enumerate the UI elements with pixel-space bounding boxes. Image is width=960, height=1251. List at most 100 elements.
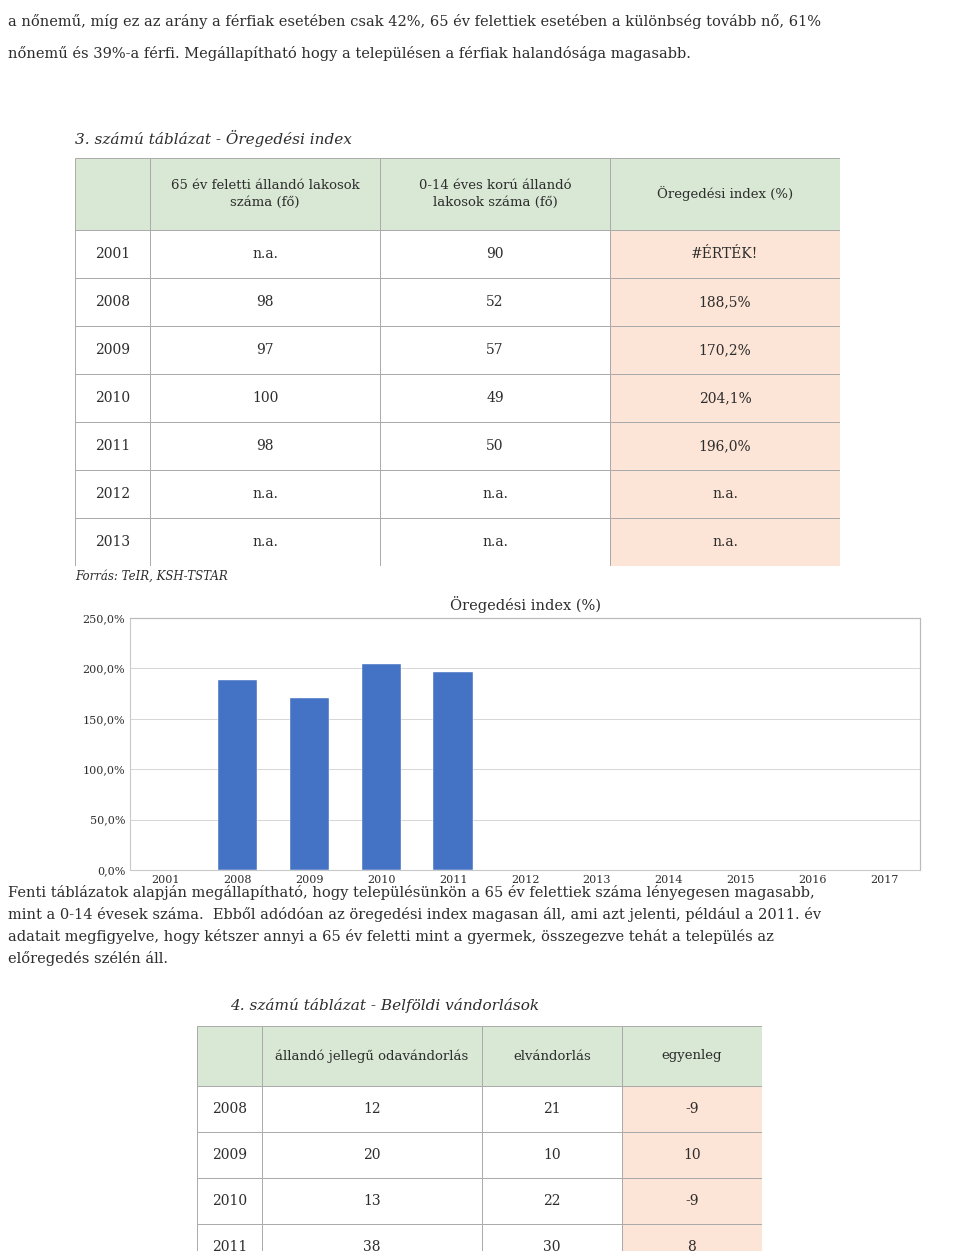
Bar <box>380 518 610 565</box>
Text: 4. számú táblázat - Belföldi vándorlások: 4. számú táblázat - Belföldi vándorlások <box>230 998 540 1013</box>
Bar <box>150 422 380 470</box>
Text: n.a.: n.a. <box>712 535 738 549</box>
Bar <box>75 278 150 327</box>
Bar <box>380 422 610 470</box>
Text: egyenleg: egyenleg <box>661 1050 722 1062</box>
Bar <box>362 664 401 869</box>
Text: 49: 49 <box>486 392 504 405</box>
Bar <box>433 673 473 869</box>
Bar <box>150 278 380 327</box>
Bar <box>482 1026 622 1086</box>
Text: 170,2%: 170,2% <box>699 343 752 357</box>
Text: a nőnemű, míg ez az arány a férfiak esetében csak 42%, 65 év felettiek esetében : a nőnemű, míg ez az arány a férfiak eset… <box>8 14 821 29</box>
Bar <box>262 1132 482 1178</box>
Bar <box>610 470 840 518</box>
Text: 2011: 2011 <box>95 439 131 453</box>
Bar <box>262 1086 482 1132</box>
Text: n.a.: n.a. <box>252 246 278 261</box>
Text: 38: 38 <box>363 1240 381 1251</box>
Bar <box>482 1086 622 1132</box>
Bar <box>380 158 610 230</box>
Text: Fenti táblázatok alapján megállapítható, hogy településünkön a 65 év felettiek s: Fenti táblázatok alapján megállapítható,… <box>8 884 815 899</box>
Text: 2009: 2009 <box>212 1148 247 1162</box>
Bar <box>610 158 840 230</box>
Bar <box>197 1178 262 1223</box>
Text: 90: 90 <box>487 246 504 261</box>
Bar <box>75 327 150 374</box>
Text: 2008: 2008 <box>212 1102 247 1116</box>
Bar <box>610 374 840 422</box>
Text: 0-14 éves korú állandó
lakosok száma (fő): 0-14 éves korú állandó lakosok száma (fő… <box>419 179 571 209</box>
Bar <box>197 1026 262 1086</box>
Text: előregedés szélén áll.: előregedés szélén áll. <box>8 951 168 966</box>
Text: 65 év feletti állandó lakosok
száma (fő): 65 év feletti állandó lakosok száma (fő) <box>171 179 359 209</box>
Bar <box>380 327 610 374</box>
Text: #ÉRTÉK!: #ÉRTÉK! <box>691 246 758 261</box>
Bar <box>75 422 150 470</box>
Text: n.a.: n.a. <box>482 535 508 549</box>
Text: 50: 50 <box>487 439 504 453</box>
Bar <box>622 1026 762 1086</box>
Text: 22: 22 <box>543 1193 561 1208</box>
Text: 100: 100 <box>252 392 278 405</box>
Text: Forrás: TeIR, KSH-TSTAR: Forrás: TeIR, KSH-TSTAR <box>75 570 228 583</box>
Text: 30: 30 <box>543 1240 561 1251</box>
Text: 188,5%: 188,5% <box>699 295 752 309</box>
Text: 2010: 2010 <box>212 1193 247 1208</box>
Bar <box>218 681 257 869</box>
Bar <box>622 1086 762 1132</box>
Bar <box>262 1223 482 1251</box>
Text: nőnemű és 39%-a férfi. Megállapítható hogy a településen a férfiak halandósága m: nőnemű és 39%-a férfi. Megállapítható ho… <box>8 46 691 61</box>
Text: 196,0%: 196,0% <box>699 439 752 453</box>
Text: 204,1%: 204,1% <box>699 392 752 405</box>
Bar <box>150 327 380 374</box>
Bar <box>130 618 920 869</box>
Bar <box>197 1086 262 1132</box>
Bar <box>150 518 380 565</box>
Bar <box>262 1026 482 1086</box>
Bar <box>150 230 380 278</box>
Bar <box>197 1132 262 1178</box>
Text: 98: 98 <box>256 439 274 453</box>
Text: 8: 8 <box>687 1240 696 1251</box>
Bar <box>380 374 610 422</box>
Text: 2013: 2013 <box>95 535 130 549</box>
Title: Öregedési index (%): Öregedési index (%) <box>449 595 601 613</box>
Bar <box>610 327 840 374</box>
Bar <box>75 374 150 422</box>
Bar <box>622 1132 762 1178</box>
Bar <box>290 698 329 869</box>
Text: elvándorlás: elvándorlás <box>514 1050 590 1062</box>
Text: n.a.: n.a. <box>712 487 738 500</box>
Text: 10: 10 <box>543 1148 561 1162</box>
Text: -9: -9 <box>685 1193 699 1208</box>
Bar <box>75 470 150 518</box>
Bar <box>622 1223 762 1251</box>
Text: állandó jellegű odavándorlás: állandó jellegű odavándorlás <box>276 1050 468 1063</box>
Text: adatait megfigyelve, hogy kétszer annyi a 65 év feletti mint a gyermek, összegez: adatait megfigyelve, hogy kétszer annyi … <box>8 929 774 945</box>
Bar <box>610 230 840 278</box>
Bar <box>75 158 150 230</box>
Text: Öregedési index (%): Öregedési index (%) <box>657 186 793 201</box>
Bar <box>380 230 610 278</box>
Text: 2001: 2001 <box>95 246 130 261</box>
Bar <box>610 278 840 327</box>
Text: 57: 57 <box>486 343 504 357</box>
Bar <box>380 470 610 518</box>
Bar <box>75 518 150 565</box>
Bar <box>150 374 380 422</box>
Text: 52: 52 <box>487 295 504 309</box>
Bar <box>150 158 380 230</box>
Text: 12: 12 <box>363 1102 381 1116</box>
Bar <box>482 1223 622 1251</box>
Text: 97: 97 <box>256 343 274 357</box>
Bar <box>622 1178 762 1223</box>
Text: 2009: 2009 <box>95 343 130 357</box>
Bar <box>150 470 380 518</box>
Text: 2012: 2012 <box>95 487 130 500</box>
Bar <box>610 518 840 565</box>
Text: 3. számú táblázat - Öregedési index: 3. számú táblázat - Öregedési index <box>75 130 352 148</box>
Bar <box>197 1223 262 1251</box>
Text: n.a.: n.a. <box>252 487 278 500</box>
Text: 10: 10 <box>684 1148 701 1162</box>
